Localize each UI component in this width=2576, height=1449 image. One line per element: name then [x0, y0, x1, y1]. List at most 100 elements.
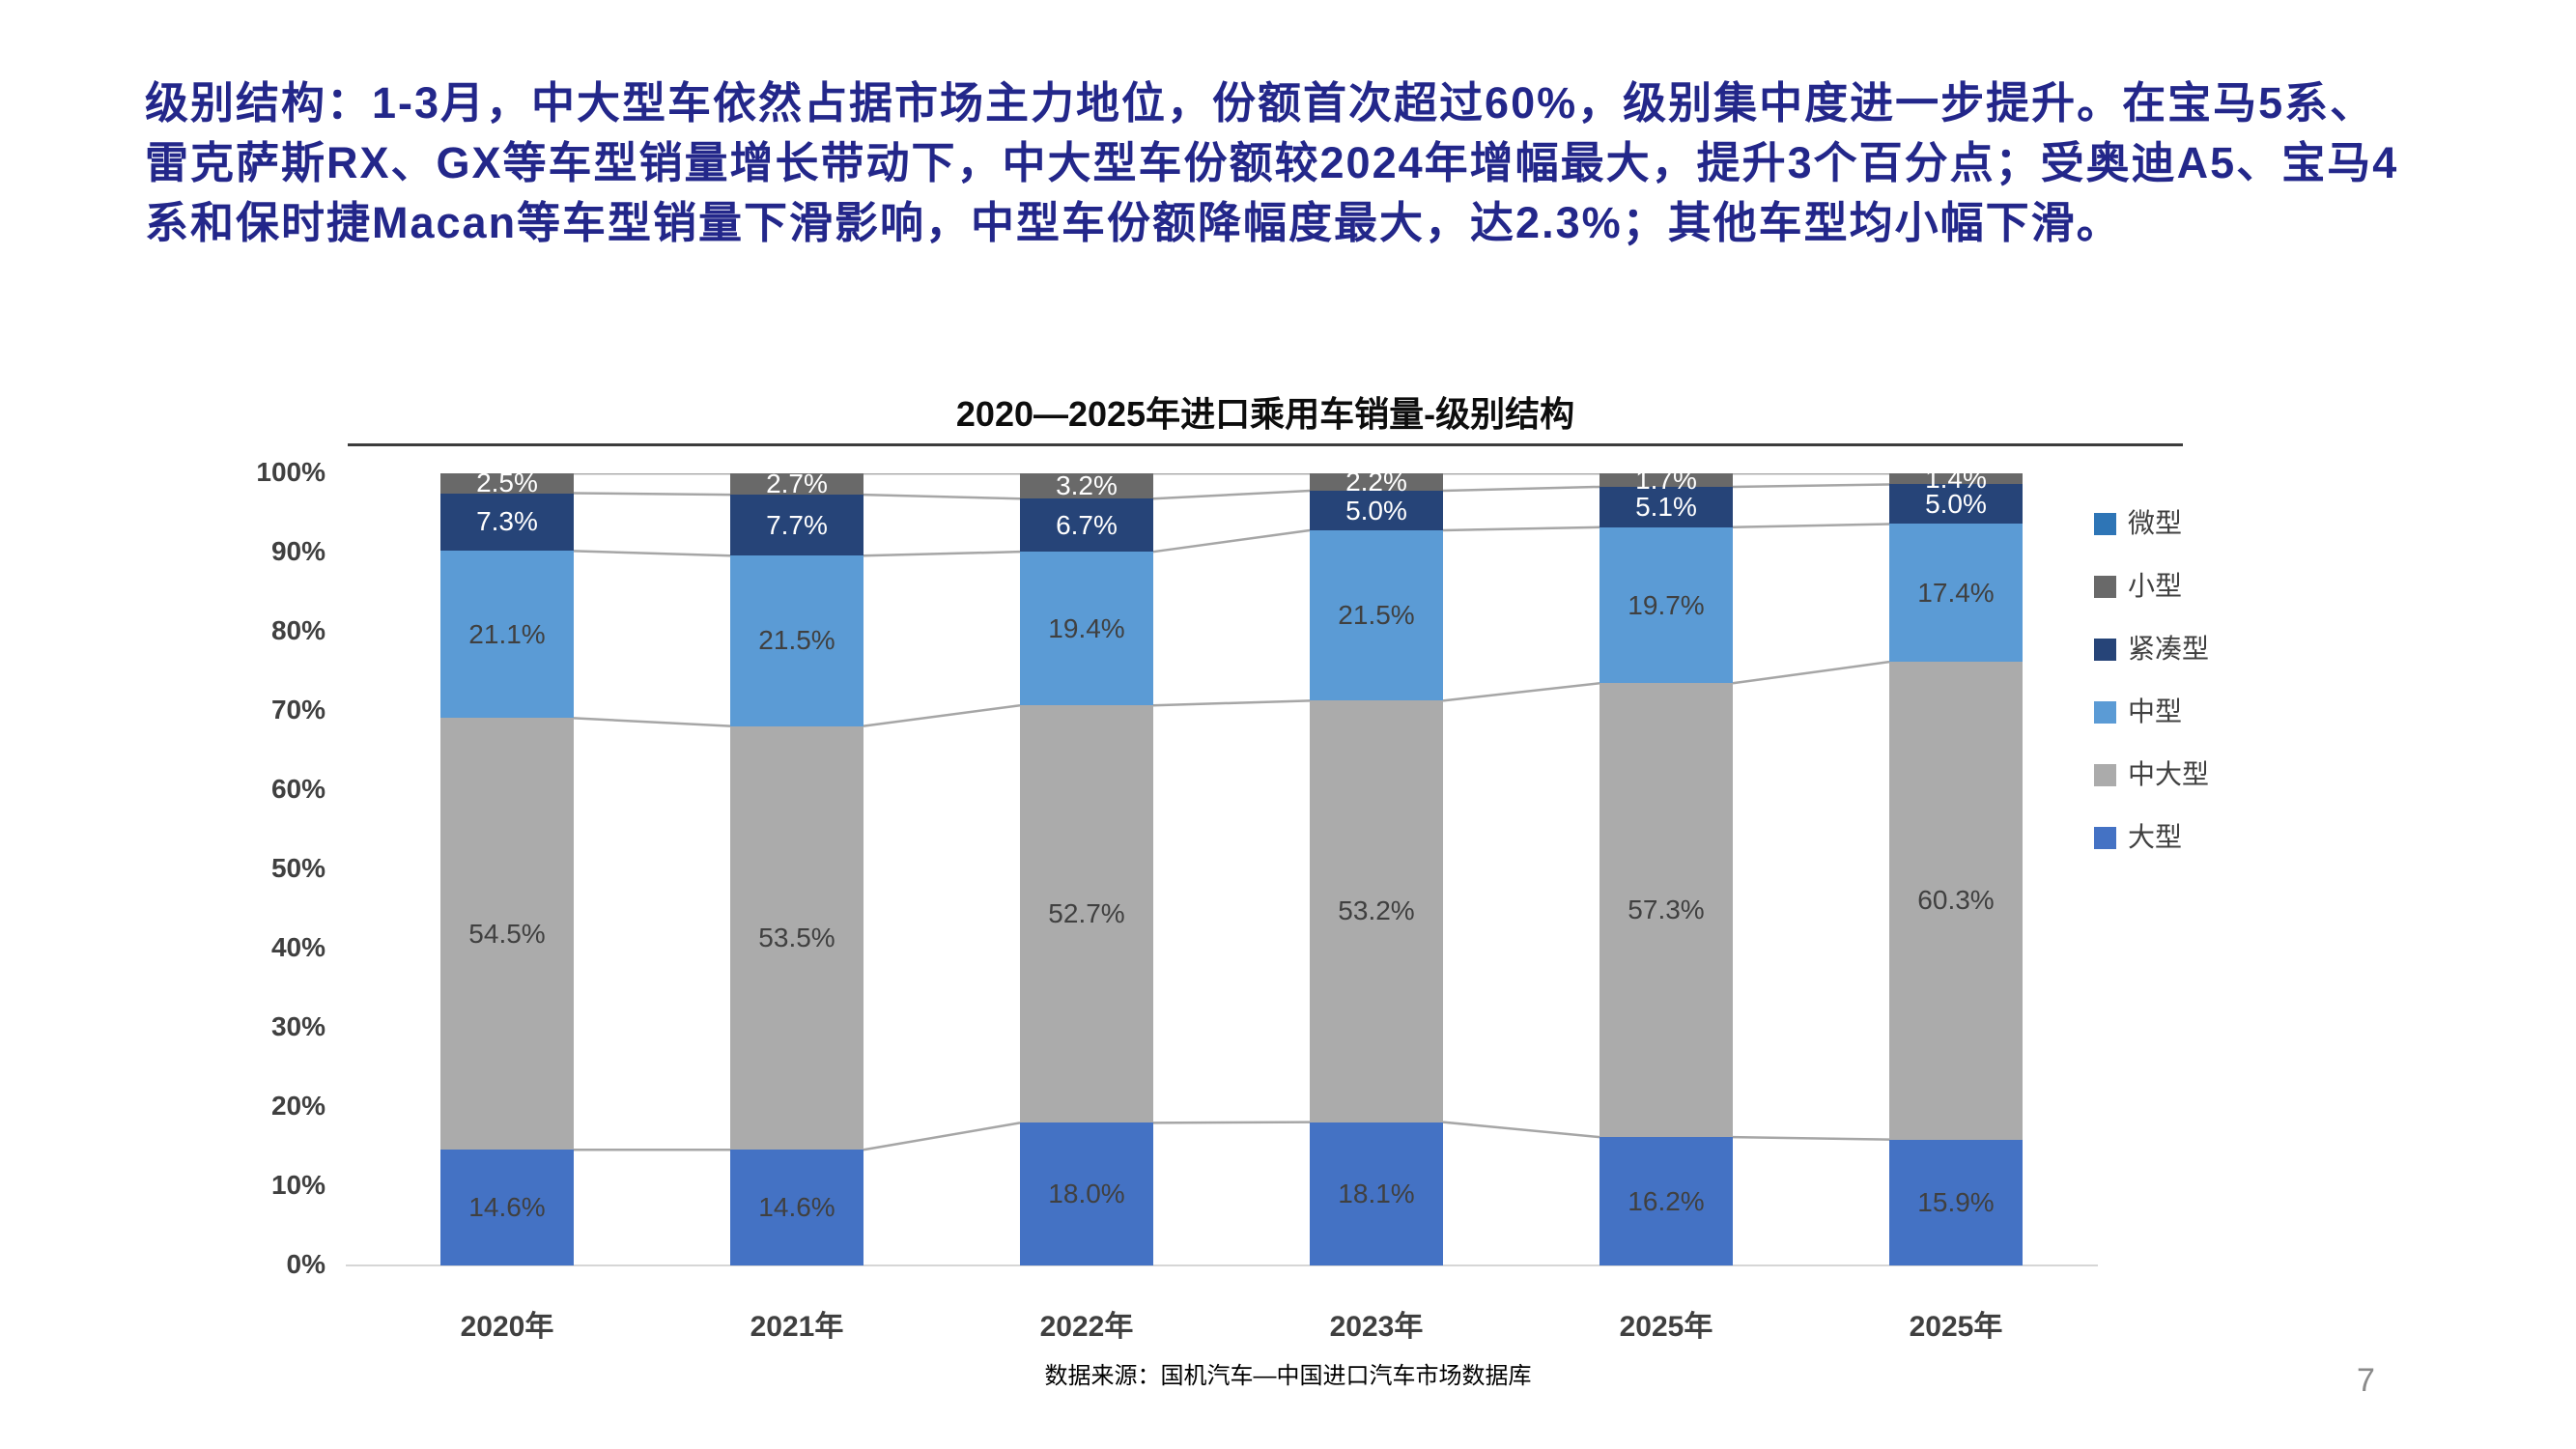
legend-item-small: 小型: [2094, 573, 2209, 600]
legend-label: 紧凑型: [2128, 634, 2210, 664]
connector-line: [1732, 660, 1890, 685]
x-axis-line: [346, 1264, 2098, 1266]
connector-lines: [573, 473, 1890, 1151]
y-axis-tick: 30%: [270, 1011, 326, 1041]
y-axis-tick: 70%: [270, 695, 326, 724]
connector-line: [1732, 483, 1890, 489]
x-axis-tick: 2025年: [1619, 1311, 1713, 1343]
data-label: 1.4%: [1925, 463, 1987, 494]
bar-segment-mid-1: 21.5%: [730, 555, 863, 726]
bar-segment-mid-large-3: 53.2%: [1310, 700, 1443, 1122]
data-label: 3.2%: [1056, 470, 1118, 501]
bar-segment-mid-5: 17.4%: [1889, 524, 2023, 663]
y-axis-tick: 40%: [270, 932, 326, 962]
legend-item-compact: 紧凑型: [2094, 636, 2209, 663]
connector-line: [573, 492, 731, 497]
data-label: 2.5%: [476, 468, 538, 498]
legend-swatch-small: [2094, 575, 2116, 598]
bar-segment-large-3: 18.1%: [1310, 1122, 1443, 1265]
chart-title-rule: [348, 443, 2183, 446]
connector-line: [573, 717, 731, 727]
bar-segment-small-2: 3.2%: [1020, 470, 1153, 501]
x-axis-tick: 2022年: [1039, 1311, 1134, 1343]
data-label: 53.2%: [1338, 895, 1415, 926]
connector-line: [1152, 489, 1311, 500]
data-label: 57.3%: [1628, 895, 1705, 925]
bar-segment-mid-large-0: 54.5%: [440, 718, 574, 1151]
connector-line: [1152, 528, 1311, 554]
x-axis-tick: 2023年: [1329, 1311, 1424, 1343]
legend-label: 大型: [2128, 822, 2183, 852]
connector-line: [1152, 1121, 1311, 1124]
headline: 级别结构：1-3月，中大型车依然占据市场主力地位，份额首次超过60%，级别集中度…: [145, 78, 2399, 248]
legend-label: 中型: [2128, 696, 2183, 726]
data-label: 5.0%: [1925, 488, 1987, 519]
connector-line: [863, 704, 1021, 727]
y-axis-tick: 10%: [270, 1170, 326, 1200]
connector-line: [1442, 682, 1600, 702]
data-label: 15.9%: [1917, 1186, 1995, 1217]
data-label: 7.3%: [476, 506, 538, 537]
connector-line: [573, 550, 731, 557]
legend-swatch-mini: [2094, 512, 2116, 535]
data-label: 21.1%: [468, 618, 546, 649]
bar-segment-mid-large-4: 57.3%: [1599, 683, 1733, 1138]
bar-segment-small-5: 1.4%: [1889, 465, 2023, 492]
bar-segment-mid-4: 19.7%: [1599, 526, 1733, 684]
x-axis-tick: 2021年: [750, 1311, 844, 1343]
data-label: 54.5%: [468, 918, 546, 949]
data-label: 19.4%: [1048, 612, 1125, 643]
data-label: 16.2%: [1628, 1185, 1705, 1216]
data-label: 5.0%: [1345, 495, 1407, 526]
legend-item-mid: 中型: [2094, 698, 2209, 725]
data-label: 60.3%: [1917, 885, 1995, 916]
y-axis-tick: 90%: [270, 536, 326, 566]
data-label: 18.0%: [1048, 1179, 1125, 1209]
data-label: 21.5%: [758, 625, 835, 656]
data-label: 21.5%: [1338, 600, 1415, 631]
bar-segment-large-1: 14.6%: [730, 1150, 863, 1265]
data-label: 7.7%: [766, 509, 828, 540]
connector-line: [1152, 699, 1311, 707]
connector-line: [1732, 523, 1890, 529]
y-axis-tick: 0%: [286, 1249, 326, 1279]
data-label: 18.1%: [1338, 1178, 1415, 1208]
data-label: 52.7%: [1048, 898, 1125, 929]
y-axis-tick: 60%: [270, 774, 326, 804]
data-label: 19.7%: [1628, 589, 1705, 620]
bar-segment-mid-large-2: 52.7%: [1020, 705, 1153, 1123]
legend-label: 微型: [2128, 508, 2183, 538]
data-label: 14.6%: [758, 1192, 835, 1223]
bar-segment-compact-0: 7.3%: [440, 493, 574, 552]
y-axis-tick: 100%: [256, 457, 326, 487]
legend-item-large: 大型: [2094, 824, 2209, 851]
bar-segment-small-3: 2.2%: [1310, 469, 1443, 496]
legend-label: 小型: [2128, 571, 2183, 601]
bar-segment-mid-large-5: 60.3%: [1889, 662, 2023, 1140]
data-label: 6.7%: [1056, 509, 1118, 540]
data-label: 2.2%: [1345, 467, 1407, 497]
legend-item-mid-large: 中大型: [2094, 761, 2209, 788]
legend-swatch-mid: [2094, 700, 2116, 724]
connector-line: [1442, 526, 1600, 532]
bar-segment-large-2: 18.0%: [1020, 1122, 1153, 1265]
bar-segment-large-5: 15.9%: [1889, 1139, 2023, 1265]
bar-segment-mid-0: 21.1%: [440, 551, 574, 719]
bar-segment-small-0: 2.5%: [440, 469, 574, 497]
legend: 微型小型紧凑型中型中大型大型: [2094, 510, 2209, 851]
page-number: 7: [2357, 1362, 2375, 1399]
data-label: 2.7%: [766, 469, 828, 499]
y-axis-tick: 50%: [270, 853, 326, 883]
legend-label: 中大型: [2128, 759, 2210, 789]
legend-item-mini: 微型: [2094, 510, 2209, 537]
bar-segment-compact-4: 5.1%: [1599, 486, 1733, 527]
source-note: 数据来源：国机汽车—中国进口汽车市场数据库: [1044, 1363, 1532, 1389]
x-axis-tick: 2020年: [460, 1311, 554, 1343]
connector-line: [1442, 1121, 1600, 1139]
plot-area: 14.6% 54.5% 21.1% 7.3% 2.5% 14.6% 53.5% 21.5% 7.…: [362, 465, 2101, 1265]
x-axis: 2020年 2021年 2022年 2023年 2025年 2025年: [362, 1302, 2101, 1343]
data-label: 53.5%: [758, 922, 835, 952]
bar-segment-mid-2: 19.4%: [1020, 552, 1153, 706]
legend-swatch-large: [2094, 826, 2116, 849]
